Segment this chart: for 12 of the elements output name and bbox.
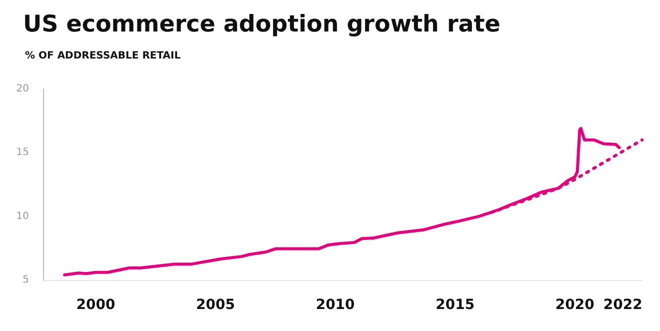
y-tick-label: 10 <box>16 210 29 222</box>
x-tick-label: 2022 <box>603 297 642 313</box>
x-tick-label: 2000 <box>76 297 116 313</box>
x-tick-label: 2010 <box>316 297 356 313</box>
chart-subtitle: % OF ADDRESSABLE RETAIL <box>25 50 182 62</box>
y-tick-label: 20 <box>16 84 29 94</box>
y-tick-label: 5 <box>22 274 29 286</box>
x-tick-label: 2020 <box>555 297 595 313</box>
x-tick-label: 2015 <box>436 297 475 313</box>
x-tick-label: 2005 <box>196 297 235 313</box>
y-tick-label: 15 <box>16 147 29 158</box>
chart-title: US ecommerce adoption growth rate <box>23 12 500 38</box>
